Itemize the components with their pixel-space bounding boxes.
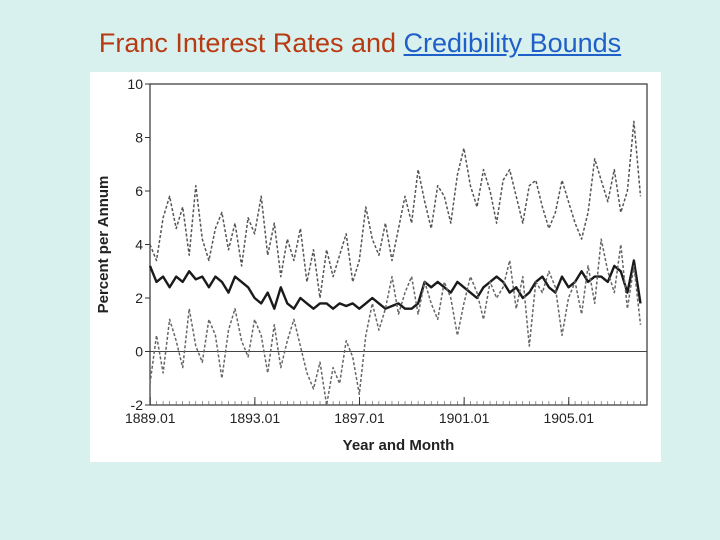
series-line-dashed-upper [149, 120, 642, 299]
y-tick-label: -2 [131, 397, 144, 413]
y-tick-label: 4 [135, 237, 143, 253]
y-tick-label: 8 [135, 130, 143, 146]
x-tick-label: 1905.01 [543, 410, 594, 426]
x-tick-label: 1897.01 [334, 410, 385, 426]
y-axis-label: Percent per Annum [95, 176, 112, 314]
chart-figure: -2 0 2 4 6 8 10 1889.01 1893.01 1897.01 1901.01 190… [90, 72, 661, 462]
x-axis-label: Year and Month [343, 437, 455, 454]
y-tick-label: 0 [135, 344, 143, 360]
interest-rate-chart: -2 0 2 4 6 8 10 1889.01 1893.01 1897.01 1901.01 190… [95, 76, 648, 454]
x-tick-label: 1889.01 [125, 410, 176, 426]
y-tick-label: 2 [135, 290, 143, 306]
series-line-dashed-lower [149, 238, 642, 406]
title-text: Franc Interest Rates and [98, 28, 397, 58]
credibility-bounds-link[interactable]: Credibility Bounds [403, 28, 622, 58]
series-line-solid-bold [148, 259, 642, 310]
y-tick-label: 10 [127, 76, 143, 92]
x-tick-label: 1893.01 [230, 410, 281, 426]
x-tick-label: 1901.01 [439, 410, 490, 426]
y-tick-label: 6 [135, 183, 143, 199]
slide-title: Franc Interest Rates and Credibility Bou… [0, 28, 720, 59]
